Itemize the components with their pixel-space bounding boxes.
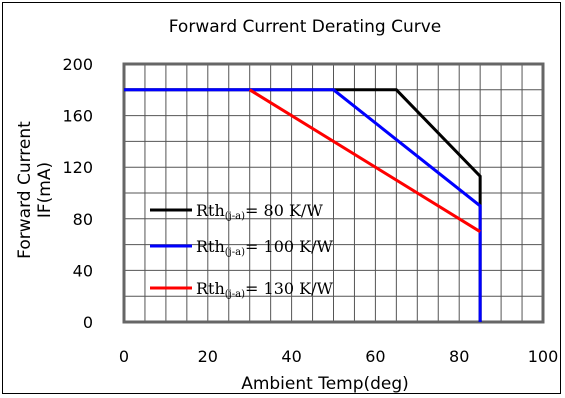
y-axis-label: Forward Current <box>15 121 35 259</box>
x-tick-label: 40 <box>281 347 301 366</box>
y-tick-labels: 0 40 80 120 160 200 <box>62 55 93 332</box>
series-lines <box>124 88 482 322</box>
y-tick-label: 120 <box>62 158 93 177</box>
x-tick-label: 100 <box>528 347 559 366</box>
legend-entry-label: Rth(j-a)= 80 K/W <box>196 201 323 222</box>
x-tick-label: 80 <box>449 347 469 366</box>
y-axis-label-line2: IF(mA) <box>35 162 55 218</box>
x-tick-labels: 0 20 40 60 80 100 <box>119 347 558 366</box>
series-line-2 <box>124 88 482 322</box>
series-line-3 <box>248 88 481 233</box>
y-tick-label: 40 <box>73 261 93 280</box>
chart-title: Forward Current Derating Curve <box>169 17 442 37</box>
y-axis-label-line1: Forward Current <box>15 121 35 259</box>
plot-area-border <box>122 62 545 324</box>
x-tick-label: 60 <box>365 347 385 366</box>
y-axis-label-2: IF(mA) <box>35 162 55 218</box>
legend-entry-label: Rth(j-a)= 130 K/W <box>196 279 333 300</box>
y-tick-label: 200 <box>62 55 93 74</box>
x-axis-label: Ambient Temp(deg) <box>241 374 409 394</box>
y-tick-label: 160 <box>62 107 93 126</box>
x-tick-label: 0 <box>119 347 129 366</box>
legend-entry-label: Rth(j-a)= 100 K/W <box>196 237 333 258</box>
y-tick-label: 0 <box>83 313 93 332</box>
grid-lines <box>124 64 543 322</box>
y-tick-label: 80 <box>73 210 93 229</box>
x-tick-label: 20 <box>198 347 218 366</box>
legend: Rth(j-a)= 80 K/W Rth(j-a)= 100 K/W Rth(j-a… <box>150 201 333 300</box>
